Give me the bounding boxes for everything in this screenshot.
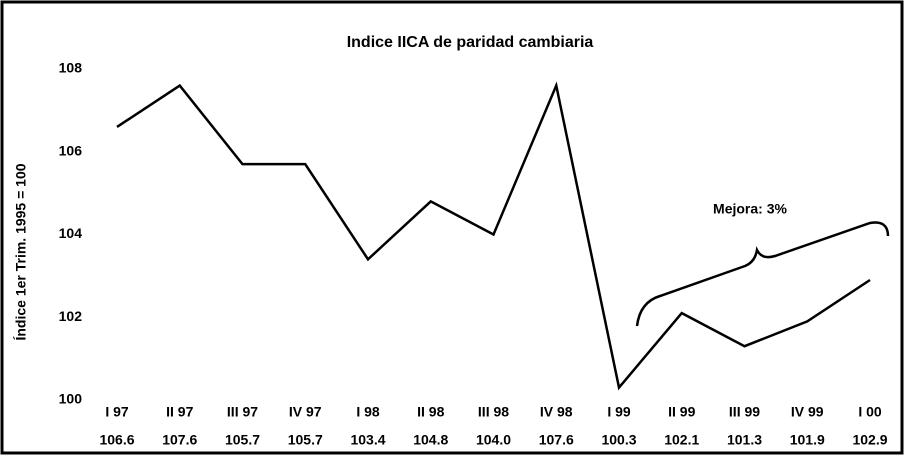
x-tick-label: I 97 xyxy=(105,404,129,420)
x-tick-label: I 00 xyxy=(858,404,882,420)
y-tick-label: 108 xyxy=(59,60,83,76)
value-label: 101.9 xyxy=(790,432,825,448)
y-tick-label: 106 xyxy=(59,142,83,158)
chart-title: Indice IICA de paridad cambiaria xyxy=(347,34,594,51)
x-tick-label: II 98 xyxy=(417,404,444,420)
value-label: 104.0 xyxy=(476,432,511,448)
value-label: 100.3 xyxy=(601,432,636,448)
value-label: 107.6 xyxy=(162,432,197,448)
brace xyxy=(635,221,890,327)
value-label: 106.6 xyxy=(99,432,134,448)
value-label: 104.8 xyxy=(413,432,448,448)
y-tick-label: 102 xyxy=(59,308,83,324)
value-label: 107.6 xyxy=(539,432,574,448)
x-tick-label: II 99 xyxy=(668,404,695,420)
x-tick-label: I 98 xyxy=(356,404,380,420)
x-tick-label: II 97 xyxy=(166,404,193,420)
x-tick-label: IV 97 xyxy=(289,404,322,420)
value-label: 102.9 xyxy=(852,432,887,448)
x-tick-label: III 97 xyxy=(227,404,258,420)
x-tick-label: IV 99 xyxy=(791,404,824,420)
y-axis-label: Índice 1er Trim. 1995 = 100 xyxy=(13,163,29,340)
value-label: 102.1 xyxy=(664,432,699,448)
x-tick-label: III 98 xyxy=(478,404,509,420)
x-tick-label: I 99 xyxy=(607,404,631,420)
value-label: 103.4 xyxy=(350,432,385,448)
y-tick-label: 100 xyxy=(59,391,83,407)
value-label: 105.7 xyxy=(225,432,260,448)
value-label: 105.7 xyxy=(288,432,323,448)
x-tick-label: IV 98 xyxy=(540,404,573,420)
x-tick-label: III 99 xyxy=(729,404,760,420)
y-tick-label: 104 xyxy=(59,225,83,241)
annotation: Mejora: 3% xyxy=(713,201,787,217)
value-label: 101.3 xyxy=(727,432,762,448)
line xyxy=(116,81,871,391)
